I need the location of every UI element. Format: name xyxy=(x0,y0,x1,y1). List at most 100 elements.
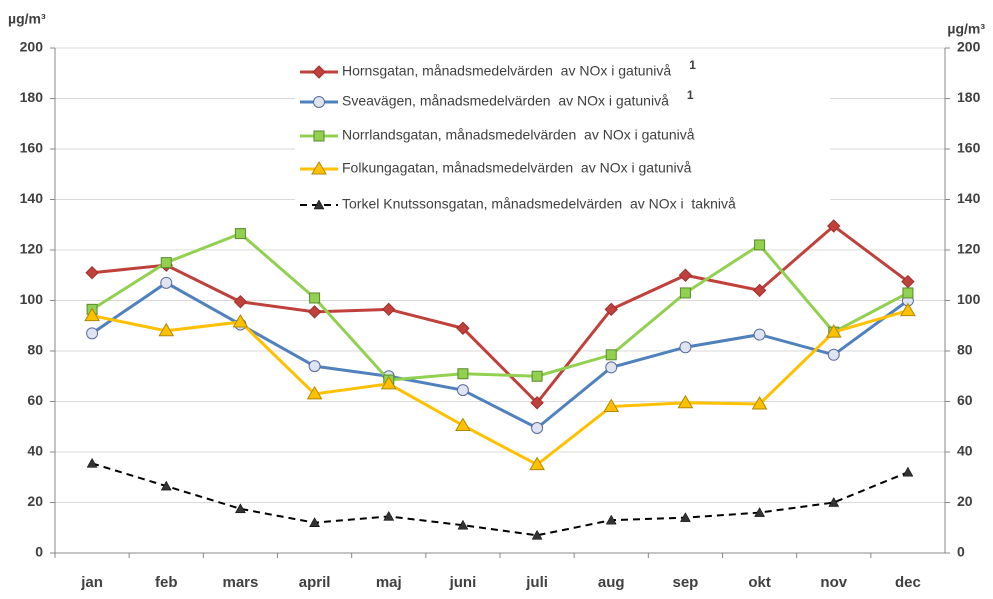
data-point xyxy=(530,396,544,410)
legend-box xyxy=(295,55,830,223)
data-point xyxy=(308,360,321,373)
y-axis-label: µg/m³ xyxy=(8,11,46,27)
series-line xyxy=(91,281,909,430)
series-line xyxy=(91,231,909,382)
y2-tick-label: 60 xyxy=(957,392,973,408)
data-point xyxy=(751,396,768,410)
legend-footnote: 1 xyxy=(689,58,696,72)
data-point xyxy=(457,368,469,380)
data-point xyxy=(86,457,98,468)
data-point xyxy=(754,239,766,251)
data-point xyxy=(605,514,617,525)
data-point xyxy=(306,385,323,400)
y2-tick-label: 200 xyxy=(957,39,981,55)
legend-marker xyxy=(313,199,325,210)
y-tick-label: 100 xyxy=(20,291,44,307)
data-point xyxy=(457,519,469,530)
y-tick-label: 0 xyxy=(35,544,43,560)
y2-tick-label: 80 xyxy=(957,342,973,358)
legend-label: Torkel Knutssonsgatan, månadsmedelvärden… xyxy=(342,196,736,212)
y2-tick-label: 160 xyxy=(957,140,981,156)
data-point xyxy=(825,324,842,338)
y-tick-label: 160 xyxy=(20,140,44,156)
y-tick-label: 80 xyxy=(27,342,43,358)
y2-tick-label: 180 xyxy=(957,89,981,105)
x-tick-label: jan xyxy=(80,574,103,591)
x-tick-label: aug xyxy=(598,574,625,591)
data-point xyxy=(456,321,470,335)
legend-marker xyxy=(313,130,325,142)
y2-tick-label: 100 xyxy=(957,291,981,307)
data-point xyxy=(529,456,545,471)
x-tick-label: juli xyxy=(525,574,548,591)
y2-tick-label: 120 xyxy=(957,241,981,257)
legend-marker xyxy=(312,65,326,79)
data-point xyxy=(309,517,321,527)
data-point xyxy=(232,313,249,328)
data-point xyxy=(752,283,767,298)
data-point xyxy=(531,422,544,435)
data-point xyxy=(603,398,620,413)
data-point xyxy=(679,287,691,299)
data-point xyxy=(531,370,543,382)
data-point xyxy=(382,302,396,317)
data-point xyxy=(679,512,691,522)
data-point xyxy=(902,287,914,299)
data-point xyxy=(754,507,766,517)
data-point xyxy=(753,328,766,341)
x-tick-label: maj xyxy=(376,574,402,591)
series-line xyxy=(91,224,909,406)
data-point xyxy=(900,302,916,317)
data-point xyxy=(828,496,840,507)
data-point xyxy=(309,292,321,304)
data-point xyxy=(455,417,471,431)
data-point xyxy=(677,394,694,409)
y-tick-label: 60 xyxy=(27,392,43,408)
x-tick-label: juni xyxy=(449,574,477,591)
data-point xyxy=(160,257,172,269)
legend-label: Norrlandsgatan, månadsmedelvärden av NOx… xyxy=(342,127,695,143)
x-tick-label: sep xyxy=(672,574,698,591)
data-point xyxy=(605,361,618,374)
data-point xyxy=(380,375,397,390)
legend-label: Folkungagatan, månadsmedelvärden av NOx … xyxy=(342,160,692,176)
x-tick-label: dec xyxy=(895,574,921,591)
y2-tick-label: 0 xyxy=(957,544,965,560)
y-tick-label: 120 xyxy=(20,241,44,257)
data-point xyxy=(827,348,840,361)
y2-tick-label: 20 xyxy=(957,493,973,509)
data-point xyxy=(160,276,173,289)
data-point xyxy=(84,307,100,322)
data-point xyxy=(307,305,322,319)
y-tick-label: 140 xyxy=(20,190,44,206)
y-tick-label: 200 xyxy=(20,39,44,55)
data-point xyxy=(827,219,841,233)
x-tick-label: april xyxy=(299,574,331,591)
data-point xyxy=(456,384,469,397)
y2-tick-label: 40 xyxy=(957,443,973,459)
data-point xyxy=(679,341,692,354)
data-point xyxy=(605,349,617,361)
data-point xyxy=(678,268,693,282)
data-point xyxy=(234,503,246,514)
data-point xyxy=(233,295,248,309)
y-tick-label: 20 xyxy=(27,493,43,509)
data-point xyxy=(160,480,172,491)
series-line xyxy=(91,309,909,467)
y-tick-label: 40 xyxy=(27,443,43,459)
data-point xyxy=(158,322,175,337)
legend-footnote: 1 xyxy=(687,88,694,102)
x-tick-label: nov xyxy=(820,574,847,591)
data-point xyxy=(531,529,543,540)
legend-label: Hornsgatan, månadsmedelvärden av NOx i g… xyxy=(342,63,671,79)
data-point xyxy=(902,466,914,477)
y-tick-label: 180 xyxy=(20,89,44,105)
x-tick-label: okt xyxy=(748,574,771,591)
y2-tick-label: 140 xyxy=(957,190,981,206)
legend-marker xyxy=(313,96,325,108)
legend-marker xyxy=(311,161,327,175)
series-line xyxy=(91,462,909,537)
y2-axis-label: µg/m³ xyxy=(947,21,985,37)
legend-label: Sveavägen, månadsmedelvärden av NOx i ga… xyxy=(342,93,669,109)
